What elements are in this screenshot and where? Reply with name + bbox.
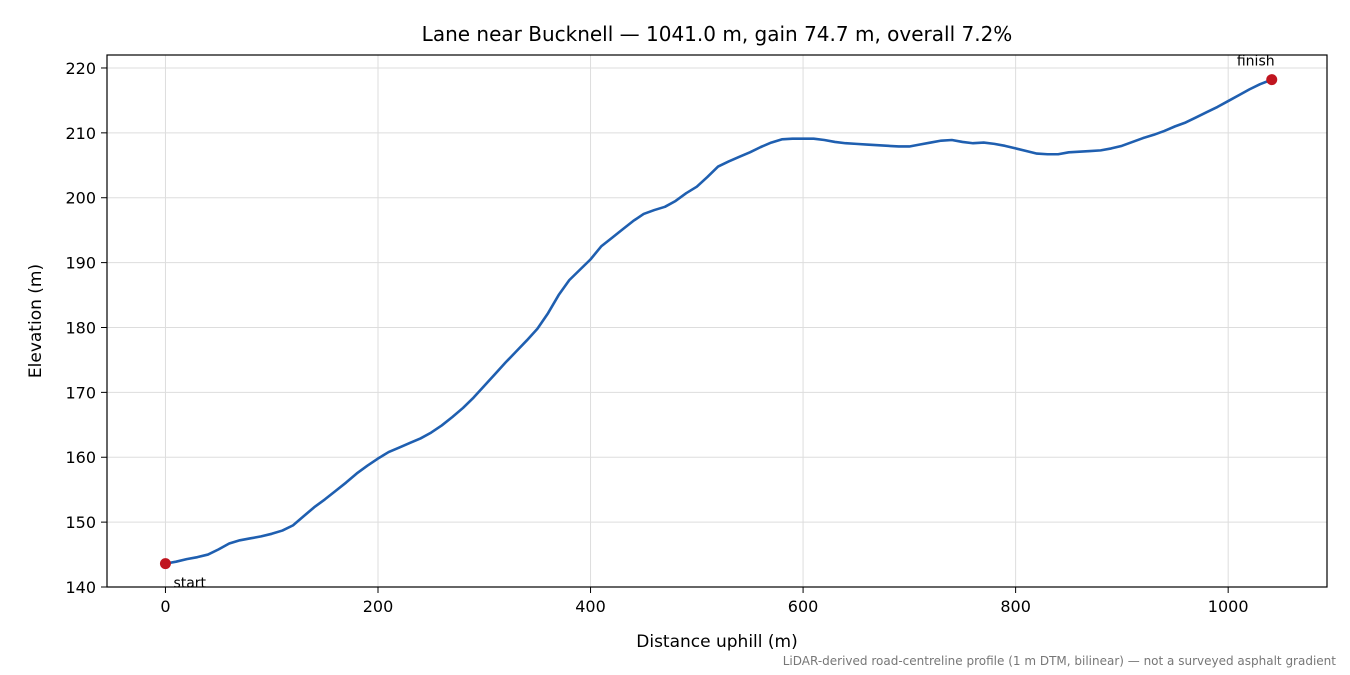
- source-footnote: LiDAR-derived road-centreline profile (1…: [783, 654, 1337, 668]
- y-axis-label: Elevation (m): [26, 264, 46, 378]
- start-marker: [159, 558, 171, 570]
- x-tick-label: 200: [363, 597, 394, 616]
- finish-marker: [1266, 74, 1278, 86]
- start-label: start: [173, 576, 206, 592]
- y-tick-label: 170: [65, 383, 96, 402]
- elevation-profile-line: [164, 78, 1274, 565]
- x-tick-label: 1000: [1208, 597, 1249, 616]
- y-tick-label: 180: [65, 318, 96, 337]
- y-tick-label: 140: [65, 578, 96, 597]
- y-tick-label: 160: [65, 448, 96, 467]
- plot-area-frame: [106, 54, 1328, 588]
- series-layer: [164, 78, 1274, 565]
- x-tick-label: 800: [1000, 597, 1031, 616]
- y-tick-label: 220: [65, 59, 96, 78]
- x-tick-label: 600: [788, 597, 819, 616]
- x-tick-label: 400: [575, 597, 606, 616]
- y-tick-label: 200: [65, 189, 96, 208]
- y-tick-label: 190: [65, 254, 96, 273]
- chart-title: Lane near Bucknell — 1041.0 m, gain 74.7…: [422, 22, 1013, 46]
- finish-label: finish: [1237, 54, 1275, 70]
- x-axis-label: Distance uphill (m): [636, 632, 797, 652]
- y-tick-label: 150: [65, 513, 96, 532]
- axis-ticks: 0 200 400 600 800 1000 140 150 160 170 180 190 200 21…: [65, 59, 1248, 616]
- x-tick-label: 0: [160, 597, 170, 616]
- endpoint-markers: start finish: [159, 54, 1278, 592]
- grid: [107, 55, 1327, 588]
- y-tick-label: 210: [65, 124, 96, 143]
